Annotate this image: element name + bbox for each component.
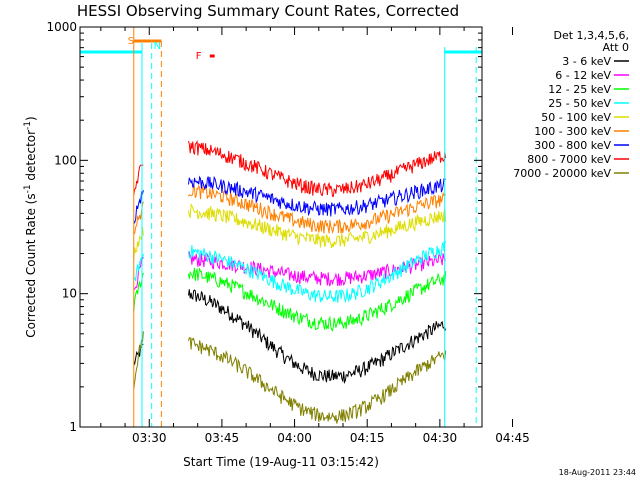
x-tick-label: 04:00 [277,431,312,445]
x-tick-label: 04:15 [350,431,385,445]
legend-entry-label: 6 - 12 keV [555,69,611,82]
legend-entry-label: 3 - 6 keV [562,55,611,68]
series-segment-main [188,239,447,304]
legend-entry-label: 50 - 100 keV [541,111,611,124]
chart-title: HESSI Observing Summary Count Rates, Cor… [77,2,459,20]
y-tick-label: 1 [69,420,77,434]
night-flag-label: N [154,41,161,52]
series-segment-main [188,289,447,385]
legend-entry-label: 12 - 25 keV [548,83,611,96]
series-segment-main [188,337,447,424]
plot-frame [79,26,483,428]
saa-flag-label: S [128,36,134,47]
series-layer [133,139,447,424]
series-segment-main [188,175,446,217]
y-tick-label: 10 [62,287,77,301]
axis-layer: 1 10 100 1000 03:30 03:45 04:00 04:15 04:30 04:45 [46,20,529,445]
x-tick-label: 03:30 [132,431,167,445]
legend-entry-label: 25 - 50 keV [548,97,611,110]
legend-header-line-1: Det 1,3,4,5,6, [553,29,629,42]
x-tick-label: 03:45 [205,431,240,445]
series-segment-main [188,267,447,332]
y-axis-label: Corrected Count Rate (s-1 detector-1) [23,116,38,337]
series-segment-main [188,203,447,249]
legend-entry-label: 100 - 300 keV [534,125,611,138]
series-segment-main [188,183,447,234]
series-segment-main [188,139,447,197]
x-axis-label: Start Time (19-Aug-11 03:15:42) [183,455,379,469]
y-tick-label: 100 [54,153,77,167]
legend-entry-label: 7000 - 20000 keV [513,167,611,180]
x-tick-label: 04:30 [423,431,458,445]
x-tick-label: 04:45 [495,431,530,445]
y-axis-label-sup: -1 [23,184,33,193]
legend-entry-label: 300 - 800 keV [534,139,611,152]
timestamp: 18-Aug-2011 23:44 [559,468,636,477]
y-axis-label-close: ) [24,116,38,121]
flag-marker-layer: S N F [80,27,482,427]
y-axis-label-end: detector [24,130,38,185]
y-tick-label: 1000 [46,20,77,34]
y-axis-label-sup2: -1 [23,121,33,130]
flare-flag-label: F [196,51,202,62]
legend-header-line-2: Att 0 [603,41,629,54]
legend-entry-label: 800 - 7000 keV [527,153,611,166]
y-axis-label-main: Corrected Count Rate (s [24,193,38,337]
